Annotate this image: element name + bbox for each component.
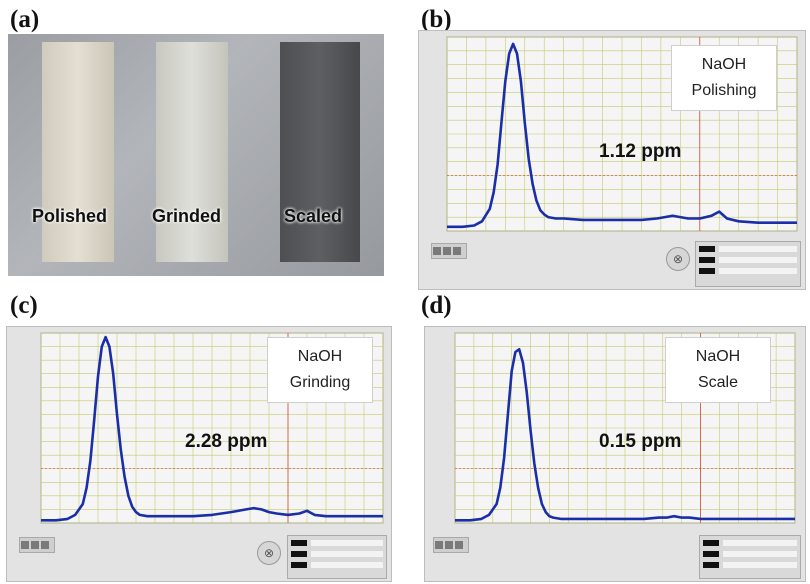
callout-box-b: NaOH Polishing [671,45,777,111]
cursor-legend-b [695,241,801,287]
concentration-label-b: 1.12 ppm [599,141,682,162]
panel-label-c: (c) [10,292,38,319]
graph-toolbar-b[interactable] [431,243,467,259]
graph-toolbar-d[interactable] [433,537,469,553]
sample-label-grinded: Grinded [152,206,222,226]
sample-strip-polished [42,42,114,262]
panel-label-d: (d) [421,292,452,319]
panel-label-b: (b) [421,6,452,33]
callout-box-c: NaOH Grinding [267,337,373,403]
chart-panel-b: NaOH Polishing 1.12 ppm ⊗ [418,30,806,290]
callout-line-1: NaOH [695,348,741,365]
chart-panel-c: NaOH Grinding 2.28 ppm ⊗ [6,326,392,582]
callout-line-1: NaOH [701,56,747,73]
sample-photo: Polished Grinded Scaled [8,34,384,276]
zoom-icon[interactable]: ⊗ [666,247,690,271]
desorption-curve [41,335,383,522]
concentration-label-d: 0.15 ppm [599,431,682,452]
concentration-label-c: 2.28 ppm [185,431,268,452]
callout-line-1: NaOH [297,348,343,365]
zoom-icon[interactable]: ⊗ [257,541,281,565]
graph-toolbar-c[interactable] [19,537,55,553]
cursor-legend-c [287,535,387,579]
callout-box-d: NaOH Scale [665,337,771,403]
sample-label-polished: Polished [32,206,108,226]
callout-line-2: Grinding [289,374,351,391]
desorption-curve [447,42,797,229]
panel-label-a: (a) [10,6,40,33]
sample-strip-grinded [156,42,228,262]
callout-line-2: Polishing [691,82,757,99]
sample-strip-scaled [280,42,360,262]
chart-panel-d: NaOH Scale 0.15 ppm [424,326,806,582]
sample-label-scaled: Scaled [284,206,343,226]
cursor-legend-d [699,535,801,579]
callout-line-2: Scale [697,374,739,391]
desorption-curve [455,348,795,522]
